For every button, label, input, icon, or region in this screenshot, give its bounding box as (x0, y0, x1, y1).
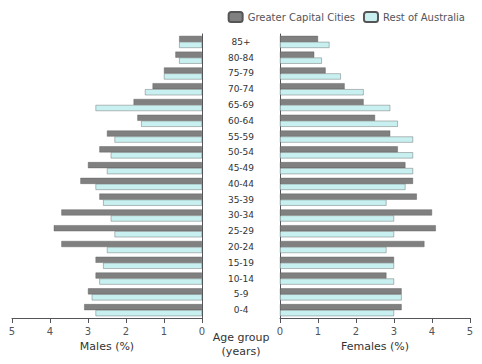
svg-text:Age group: Age group (213, 331, 270, 344)
svg-text:35-39: 35-39 (228, 195, 254, 205)
svg-text:0: 0 (277, 326, 283, 337)
svg-text:45-49: 45-49 (228, 163, 254, 173)
svg-text:2: 2 (353, 326, 359, 337)
svg-text:40-44: 40-44 (228, 179, 254, 189)
svg-text:Greater Capital Cities: Greater Capital Cities (248, 12, 355, 23)
svg-text:10-14: 10-14 (228, 274, 254, 284)
svg-text:65-69: 65-69 (228, 100, 254, 110)
svg-text:Females (%): Females (%) (341, 340, 409, 353)
svg-text:1: 1 (161, 326, 167, 337)
svg-text:20-24: 20-24 (228, 242, 254, 252)
svg-text:3: 3 (391, 326, 397, 337)
svg-text:15-19: 15-19 (228, 258, 254, 268)
svg-text:2: 2 (123, 326, 129, 337)
svg-text:0-4: 0-4 (234, 305, 249, 315)
svg-text:75-79: 75-79 (228, 68, 254, 78)
svg-text:60-64: 60-64 (228, 116, 254, 126)
svg-text:5: 5 (9, 326, 15, 337)
svg-text:55-59: 55-59 (228, 132, 254, 142)
svg-text:Rest of Australia: Rest of Australia (383, 12, 465, 23)
svg-text:1: 1 (315, 326, 321, 337)
svg-text:(years): (years) (222, 345, 261, 358)
svg-text:25-29: 25-29 (228, 226, 254, 236)
svg-text:Males (%): Males (%) (80, 340, 134, 353)
svg-text:50-54: 50-54 (228, 147, 254, 157)
svg-text:5: 5 (467, 326, 473, 337)
svg-text:3: 3 (85, 326, 91, 337)
svg-text:85+: 85+ (232, 37, 251, 47)
svg-text:4: 4 (429, 326, 435, 337)
svg-text:5-9: 5-9 (234, 289, 249, 299)
svg-text:70-74: 70-74 (228, 84, 254, 94)
svg-text:80-84: 80-84 (228, 53, 254, 63)
svg-text:30-34: 30-34 (228, 210, 254, 220)
svg-text:4: 4 (47, 326, 53, 337)
svg-text:0: 0 (199, 326, 205, 337)
